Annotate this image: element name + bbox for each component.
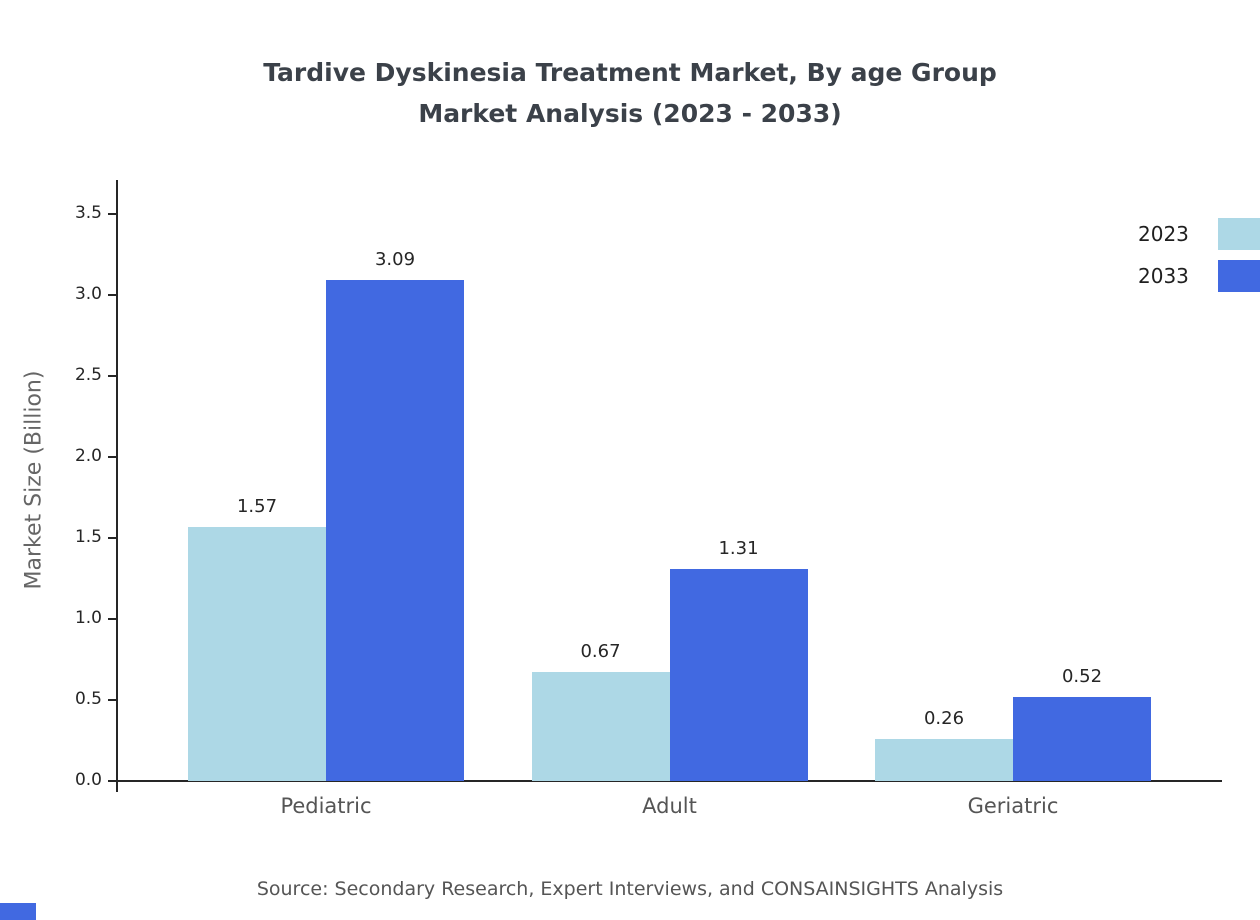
- legend-swatch-2033: [1217, 260, 1260, 292]
- bar-value-label: 0.26: [923, 707, 965, 729]
- bar-2023-pediatric: [188, 526, 326, 781]
- legend-swatch-2023: [1217, 218, 1260, 250]
- y-tick-mark: [108, 618, 117, 620]
- bar-2023-geriatric: [875, 738, 1013, 781]
- legend-label-2023: 2023: [1138, 222, 1189, 246]
- legend: 2023 2033: [1138, 218, 1260, 302]
- y-axis-label: Market Size (Billion): [21, 370, 47, 590]
- y-tick-mark: [108, 213, 117, 215]
- y-tick-mark: [108, 456, 117, 458]
- y-tick-label: 3.5: [74, 203, 102, 223]
- bottom-left-logo-mark: [0, 903, 36, 920]
- y-tick-mark: [108, 537, 117, 539]
- y-tick-label: 1.5: [74, 527, 102, 547]
- source-note: Source: Secondary Research, Expert Inter…: [256, 878, 1004, 900]
- y-tick-mark: [108, 699, 117, 701]
- bar-value-label: 0.52: [1061, 665, 1103, 687]
- y-tick-label: 3.0: [74, 284, 102, 304]
- bar-2033-pediatric: [326, 280, 464, 781]
- y-tick-label: 2.5: [74, 365, 102, 385]
- y-axis-line: [116, 180, 118, 792]
- bar-value-label: 0.67: [580, 641, 621, 663]
- y-tick-label: 2.0: [74, 446, 102, 466]
- x-category-label-geriatric: Geriatric: [967, 794, 1059, 818]
- legend-row-2033: 2033: [1138, 260, 1260, 292]
- bar-2023-adult: [531, 672, 670, 781]
- bar-2033-adult: [669, 568, 808, 781]
- chart-title: Tardive Dyskinesia Treatment Market, By …: [0, 52, 1260, 134]
- y-tick-mark: [108, 780, 117, 782]
- y-tick-label: 0.5: [74, 689, 102, 709]
- chart-title-line2: Market Analysis (2023 - 2033): [418, 99, 842, 128]
- legend-row-2023: 2023: [1138, 218, 1260, 250]
- x-category-label-pediatric: Pediatric: [280, 794, 372, 818]
- bar-2033-geriatric: [1013, 696, 1151, 781]
- y-tick-label: 1.0: [74, 608, 102, 628]
- x-axis-line: [108, 780, 1222, 782]
- bar-value-label: 1.31: [718, 537, 759, 559]
- x-category-label-adult: Adult: [642, 794, 697, 818]
- bar-value-label: 1.57: [236, 495, 278, 517]
- legend-label-2033: 2033: [1138, 264, 1189, 288]
- chart-title-line1: Tardive Dyskinesia Treatment Market, By …: [263, 58, 997, 87]
- y-tick-mark: [108, 294, 117, 296]
- y-tick-mark: [108, 375, 117, 377]
- bar-value-label: 3.09: [374, 249, 416, 271]
- y-tick-label: 0.0: [74, 770, 102, 790]
